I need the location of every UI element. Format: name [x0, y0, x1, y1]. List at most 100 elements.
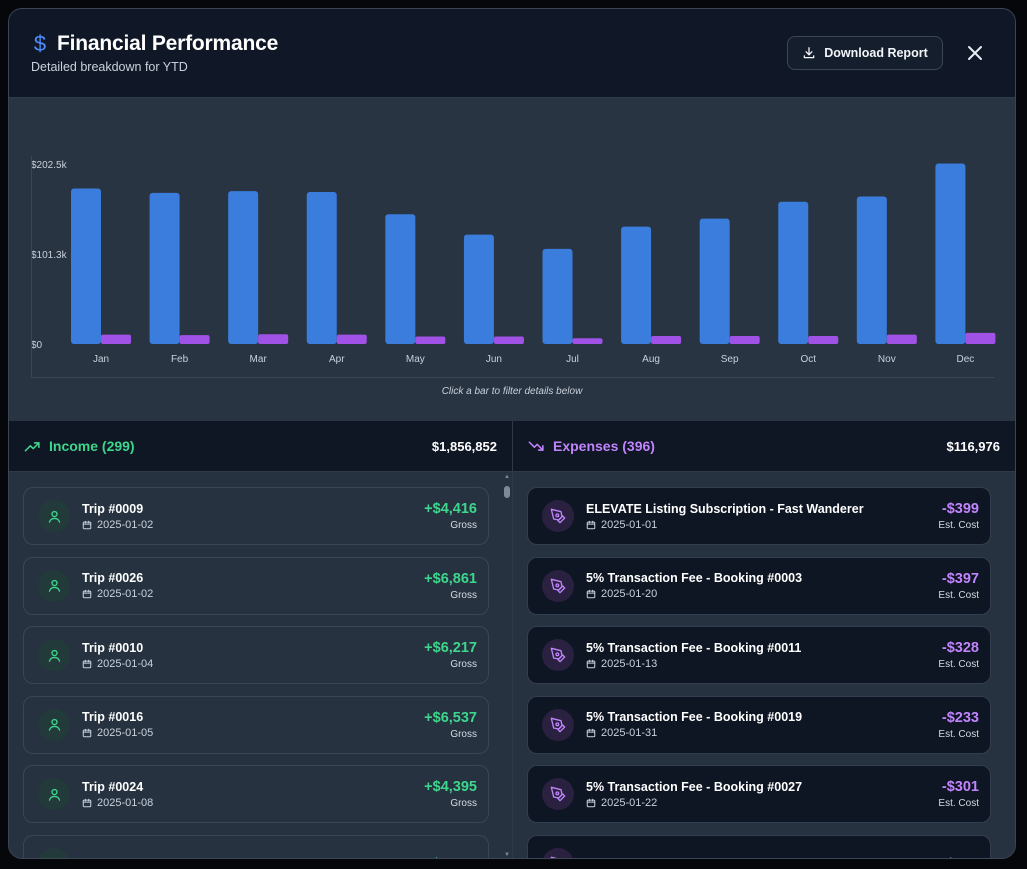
- calendar-icon: [586, 520, 596, 529]
- item-amount-label: Est. Cost: [938, 659, 979, 670]
- expense-bar[interactable]: [886, 334, 917, 344]
- income-bar[interactable]: [856, 196, 887, 344]
- expense-bar[interactable]: [336, 334, 367, 344]
- calendar-icon: [82, 589, 92, 599]
- income-bar[interactable]: [306, 192, 337, 344]
- expenses-list[interactable]: ELEVATE Listing Subscription - Fast Wand…: [513, 472, 1015, 859]
- expenses-list-item[interactable]: 5% Transaction Fee - Booking #0011 2025-0…: [527, 626, 991, 684]
- x-tick-label: Sep: [721, 354, 739, 365]
- income-scrollbar[interactable]: ▲ ▼: [504, 474, 510, 858]
- x-tick-label: Nov: [878, 354, 896, 365]
- bar-group-sep[interactable]: Sep: [699, 218, 760, 365]
- item-title: 5% Transaction Fee - Booking #0027: [586, 779, 803, 794]
- expenses-list-item[interactable]: 5% Transaction Fee - Booking #0027 2025-0…: [527, 765, 991, 823]
- y-tick-label: $101.3k: [31, 250, 68, 261]
- bar-group-jan[interactable]: Jan: [71, 188, 131, 365]
- item-amount: -$328: [941, 640, 979, 656]
- item-avatar: [542, 639, 574, 671]
- bar-group-mar[interactable]: Mar: [228, 191, 289, 365]
- expense-bar[interactable]: [493, 336, 524, 344]
- expenses-list-item[interactable]: ELEVATE Listing Subscription - Grand Spi…: [527, 834, 991, 859]
- x-tick-label: Oct: [800, 354, 816, 365]
- bar-group-may[interactable]: May: [385, 214, 446, 365]
- item-amount: +$4,395: [424, 779, 477, 795]
- item-amount-label: Gross: [450, 798, 477, 809]
- item-amount: +$4,416: [424, 501, 477, 517]
- bar-group-dec[interactable]: Dec: [935, 163, 996, 365]
- income-bar[interactable]: [542, 248, 573, 344]
- calendar-icon: [586, 589, 596, 599]
- item-date: 2025-01-04: [82, 658, 424, 670]
- income-bar[interactable]: [935, 163, 966, 344]
- expenses-list-item[interactable]: 5% Transaction Fee - Booking #0019 2025-0…: [527, 695, 991, 754]
- trending-down-icon: [528, 440, 544, 451]
- income-list[interactable]: Trip #0009 2025-01-02 +$4,416 Gross Trip #00…: [9, 472, 512, 859]
- income-bar[interactable]: [71, 188, 101, 344]
- expenses-list-item[interactable]: ELEVATE Listing Subscription - Fast Wand…: [527, 487, 991, 545]
- income-bar[interactable]: [699, 218, 730, 344]
- expense-bar[interactable]: [808, 336, 839, 344]
- x-tick-label: Dec: [957, 354, 975, 365]
- user-icon: [48, 718, 60, 731]
- title-row: $ Financial Performance: [31, 31, 278, 57]
- download-report-button[interactable]: Download Report: [787, 36, 943, 70]
- expenses-panel: Expenses (396) $116,976 ELEVATE Listing …: [512, 421, 1015, 859]
- income-list-item[interactable]: Trip #0026 2025-01-02 +$6,861 Gross: [23, 556, 489, 615]
- item-amount: -$301: [941, 779, 979, 795]
- income-list-item[interactable]: Trip #0024 2025-01-08 +$4,395 Gross: [23, 765, 489, 823]
- item-amount: +$6,217: [424, 640, 477, 656]
- bar-group-oct[interactable]: Oct: [778, 201, 839, 365]
- bar-group-jul[interactable]: Jul: [542, 248, 603, 365]
- close-button[interactable]: [961, 39, 989, 67]
- item-amount-label: Est. Cost: [938, 728, 979, 740]
- expense-bar[interactable]: [101, 334, 131, 344]
- item-title: Trip #0008: [82, 857, 424, 859]
- bar-group-nov[interactable]: Nov: [856, 196, 917, 365]
- item-date: 2025-01-05: [82, 727, 424, 739]
- bar-group-aug[interactable]: Aug: [621, 226, 682, 365]
- income-bar[interactable]: [385, 214, 416, 344]
- item-title: Trip #0009: [82, 501, 144, 516]
- income-bar[interactable]: [149, 192, 180, 344]
- bar-group-feb[interactable]: Feb: [149, 192, 210, 365]
- y-tick-label: $202.5k: [31, 160, 68, 171]
- pen-tool-icon: [550, 508, 566, 524]
- expense-bar[interactable]: [572, 338, 603, 344]
- expense-bar[interactable]: [258, 334, 289, 344]
- page-title: Financial Performance: [57, 32, 279, 55]
- item-date: 2025-01-13: [586, 658, 938, 670]
- income-list-item[interactable]: Trip #0008+$4,395: [23, 834, 489, 859]
- income-list-item[interactable]: Trip #0010 2025-01-04 +$6,217 Gross: [23, 626, 489, 684]
- income-title: Income (299): [49, 438, 135, 454]
- calendar-icon: [82, 520, 92, 529]
- item-title: 5% Transaction Fee - Booking #0019: [586, 710, 803, 724]
- y-tick-label: $0: [31, 340, 43, 351]
- income-list-item[interactable]: Trip #0009 2025-01-02 +$4,416 Gross: [23, 487, 489, 545]
- item-date-text: 2025-01-01: [601, 518, 658, 531]
- bar-group-jun[interactable]: Jun: [463, 234, 524, 365]
- user-icon: [48, 579, 60, 592]
- expense-bar[interactable]: [729, 336, 760, 344]
- expenses-list-item[interactable]: 5% Transaction Fee - Booking #0003 2025-0…: [527, 556, 991, 615]
- bar-group-apr[interactable]: Apr: [306, 192, 367, 365]
- monthly-bar-chart[interactable]: $0 $101.3k $202.5k Jan Feb Mar Apr May Jun Jul Aug…: [9, 98, 1016, 398]
- income-bar[interactable]: [778, 201, 809, 344]
- income-bar[interactable]: [463, 234, 494, 344]
- income-list-item[interactable]: Trip #0016 2025-01-05 +$6,537 Gross: [23, 695, 489, 754]
- income-panel: Income (299) $1,856,852 Trip #0009 2025-0…: [9, 421, 512, 859]
- item-title: ELEVATE Listing Subscription - Grand Spi…: [586, 857, 942, 859]
- x-tick-label: Jul: [566, 354, 579, 365]
- expense-bar[interactable]: [415, 336, 446, 344]
- pen-tool-icon: [550, 856, 560, 858]
- expense-bar[interactable]: [179, 335, 210, 344]
- expense-bar[interactable]: [965, 332, 996, 344]
- item-date: 2025-01-02: [82, 519, 424, 531]
- calendar-icon: [586, 798, 596, 807]
- income-bar[interactable]: [228, 191, 259, 344]
- item-date: 2025-01-08: [82, 797, 424, 809]
- x-tick-label: Apr: [329, 354, 345, 365]
- expense-bar[interactable]: [651, 336, 682, 344]
- pen-tool-icon: [550, 717, 566, 732]
- calendar-icon: [586, 728, 596, 738]
- income-bar[interactable]: [621, 226, 652, 344]
